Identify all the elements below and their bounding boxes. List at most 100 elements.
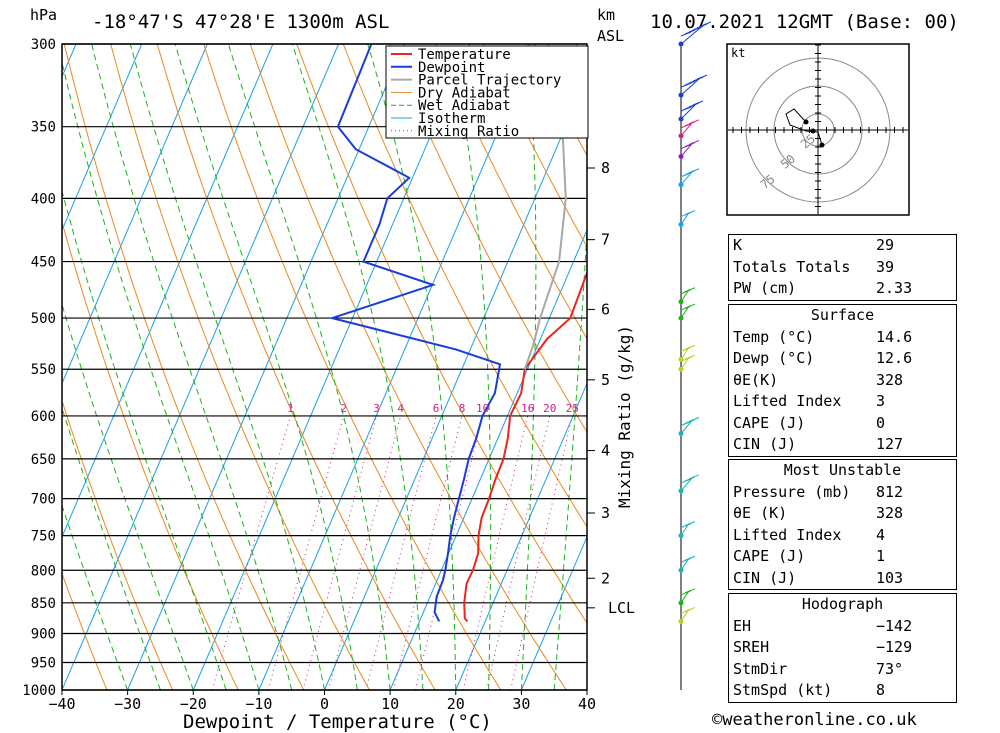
copyright-footer: ©weatheronline.co.uk <box>712 710 917 730</box>
mixing-ratio-label: 1 <box>287 402 294 415</box>
row-value: 73° <box>876 659 904 678</box>
dry-adiabat-line <box>994 44 1000 690</box>
mixing-ratio-line <box>393 415 463 690</box>
datetime-label: 10.07.2021 12GMT (Base: 00) <box>650 11 959 33</box>
pressure-tick-label: 900 <box>31 626 56 642</box>
km-height-label: 6 <box>601 300 610 318</box>
pressure-tick-label: 300 <box>31 37 56 53</box>
wet-adiabat-line <box>91 44 293 690</box>
table-row: Lifted Index 3 <box>729 391 956 413</box>
x-tick-label: −30 <box>114 695 141 713</box>
table-row: PW (cm) 2.33 <box>729 278 956 300</box>
dry-adiabat-line <box>156 44 436 690</box>
row-label: EH <box>733 616 752 635</box>
row-label: StmDir <box>733 659 788 678</box>
km-height-label: 4 <box>601 442 610 460</box>
mixing-ratio-line <box>328 415 402 690</box>
hodograph-unit: kt <box>731 46 745 60</box>
row-value: 328 <box>876 504 904 522</box>
table-row: CIN (J) 103 <box>729 568 956 590</box>
asl-label: ASL <box>597 27 624 45</box>
mixing-ratio-label: 8 <box>459 402 466 415</box>
wind-profile <box>678 21 712 690</box>
dry-adiabat-line <box>296 44 587 624</box>
wet-adiabat-line <box>449 44 492 690</box>
table-row: Temp (°C) 14.6 <box>729 327 956 349</box>
pressure-tick-label: 750 <box>31 529 56 545</box>
location-title: -18°47'S 47°28'E 1300m ASL <box>92 11 389 33</box>
temperature-profile <box>463 270 587 623</box>
isotherm-line <box>520 535 587 690</box>
row-value: 4 <box>876 525 886 544</box>
dry-adiabat-line <box>203 44 502 690</box>
row-value: 812 <box>876 482 904 501</box>
isotherm-line <box>62 44 143 232</box>
pressure-tick-label: 800 <box>31 563 56 579</box>
mixing-ratio-line <box>267 415 345 690</box>
indices-table: K 29 Totals Totals 39 PW (cm) 2.33 <box>728 234 957 301</box>
row-value: 8 <box>876 681 886 699</box>
mixing-ratio-label: 6 <box>433 402 440 415</box>
table-row: EH −142 <box>729 616 956 638</box>
isotherm-line <box>258 44 536 690</box>
most-unstable-table: Most Unstable Pressure (mb) 812 θE (K) 328 L… <box>728 459 957 590</box>
dry-adiabat-line <box>249 44 567 690</box>
mixing-ratio-label: 20 <box>543 402 556 415</box>
wet-adiabat-line <box>553 220 587 690</box>
row-label: StmSpd (kt) <box>733 681 833 699</box>
pressure-tick-label: 400 <box>31 191 56 207</box>
x-tick-label: −40 <box>48 695 75 713</box>
table-row: CAPE (J) 0 <box>729 413 956 435</box>
km-height-label: 8 <box>601 159 610 177</box>
hodograph-table: Hodograph EH −142 SREH −129 StmDir 73° StmSpd … <box>728 593 957 703</box>
km-height-label: 5 <box>601 371 610 389</box>
row-value: 0 <box>876 413 886 432</box>
legend-entry: Mixing Ratio <box>418 124 519 140</box>
wet-adiabat-line <box>62 189 227 690</box>
mixing-ratio-line <box>211 415 291 690</box>
row-value: 103 <box>876 568 904 587</box>
table-row: θE (K) 328 <box>729 503 956 525</box>
row-value: 3 <box>876 392 886 410</box>
isotherm-line <box>0 44 10 690</box>
wet-adiabat-line <box>62 302 194 690</box>
legend-entry: Dewpoint <box>418 60 485 76</box>
row-label: CAPE (J) <box>733 547 806 565</box>
row-label: CIN (J) <box>733 435 797 453</box>
isotherm-line <box>62 44 339 690</box>
isotherm-line <box>62 44 274 539</box>
mixing-ratio-label: 2 <box>340 402 347 415</box>
table-row: StmSpd (kt) 8 <box>729 680 956 702</box>
row-label: Dewp (°C) <box>733 349 815 367</box>
mixing-ratio-label: 4 <box>397 402 404 415</box>
row-label: SREH <box>733 638 770 656</box>
pressure-tick-label: 350 <box>31 120 56 136</box>
hodograph-title: Hodograph <box>801 595 884 613</box>
hodograph-trace <box>785 108 823 146</box>
wet-adiabat-line <box>291 44 424 690</box>
dry-adiabat-line <box>110 44 370 690</box>
dewpoint-profile <box>328 44 502 622</box>
isotherm-line <box>389 228 587 690</box>
table-row: Dewp (°C) 12.6 <box>729 348 956 370</box>
row-label: K <box>733 236 743 254</box>
x-tick-label: 30 <box>512 695 530 713</box>
x-tick-label: 10 <box>381 695 399 713</box>
row-value: 328 <box>876 370 904 389</box>
row-value: −129 <box>876 638 913 656</box>
mixing-ratio-line <box>302 415 378 690</box>
km-height-label: LCL <box>608 599 635 617</box>
dry-adiabat-line <box>389 44 587 433</box>
table-row: SREH −129 <box>729 637 956 659</box>
row-label: Pressure (mb) <box>733 482 851 501</box>
isotherm-line <box>324 75 587 690</box>
mixing-ratio-label: 10 <box>476 402 489 415</box>
wet-adiabat-line <box>62 503 129 690</box>
legend-entry: Parcel Trajectory <box>418 73 561 89</box>
dry-adiabat-line <box>482 44 587 248</box>
x-tick-label: 20 <box>447 695 465 713</box>
row-label: θE(K) <box>733 370 779 389</box>
table-row: Totals Totals 39 <box>729 257 956 279</box>
pressure-tick-label: 850 <box>31 596 56 612</box>
dry-adiabat-line <box>62 399 174 690</box>
